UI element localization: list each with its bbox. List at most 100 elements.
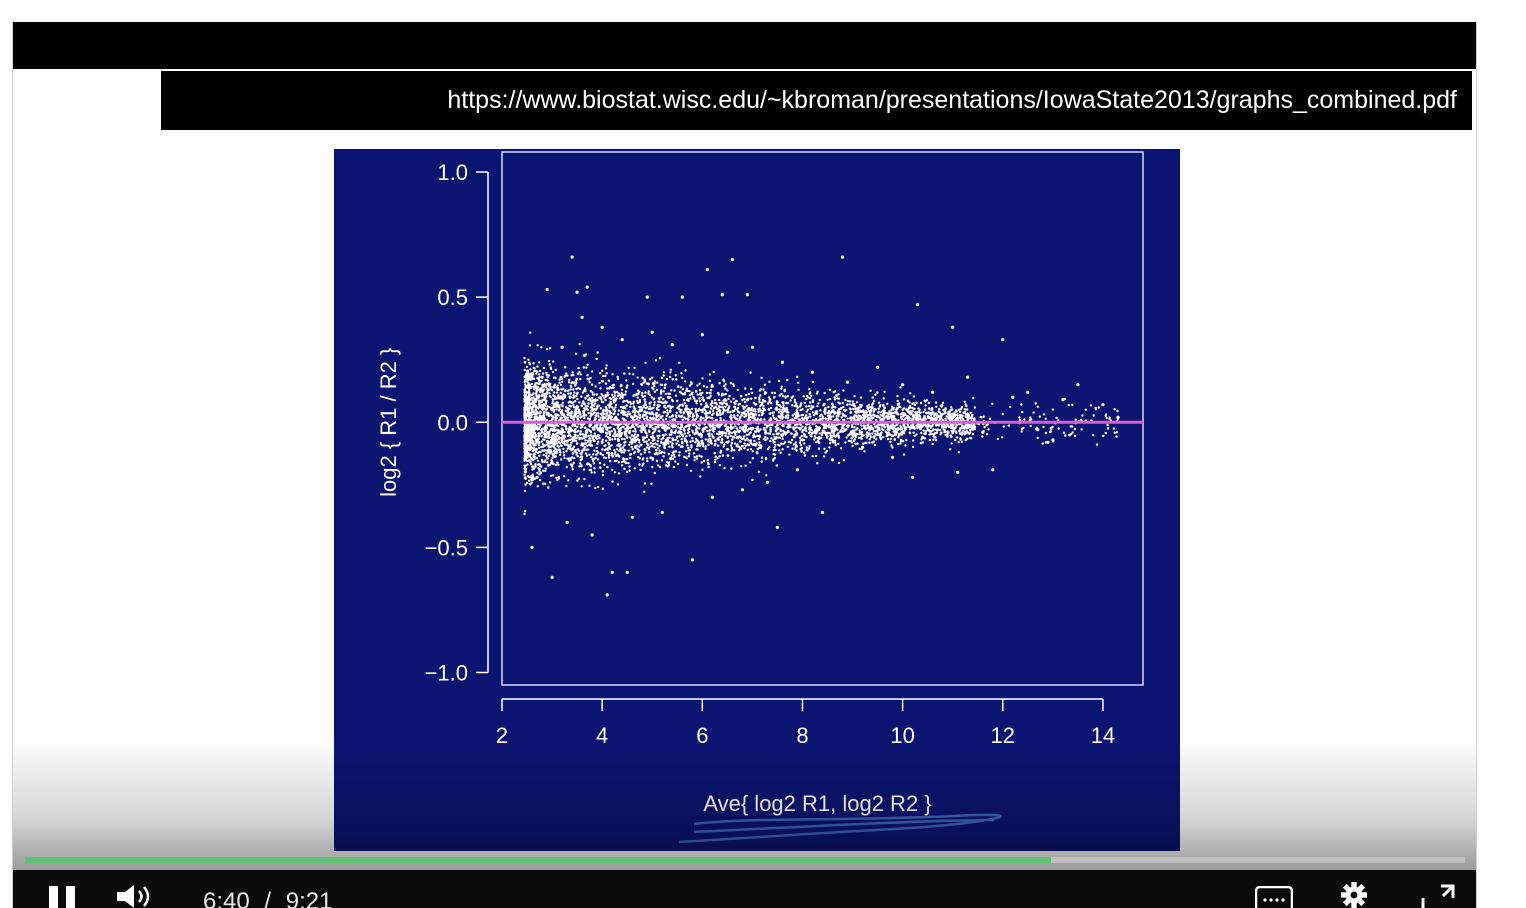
data-point <box>809 401 812 404</box>
data-point <box>557 463 560 467</box>
data-point <box>633 450 636 454</box>
data-point <box>621 406 625 410</box>
data-point <box>822 410 826 413</box>
data-point <box>550 389 554 392</box>
data-point <box>769 430 772 433</box>
data-point <box>709 392 712 395</box>
data-point <box>671 378 674 381</box>
data-point <box>765 474 768 477</box>
data-point <box>829 439 832 442</box>
data-point <box>536 471 539 475</box>
data-point <box>638 449 641 452</box>
data-point <box>702 430 705 433</box>
data-point <box>564 389 567 392</box>
data-point <box>768 380 771 383</box>
data-point <box>535 372 538 375</box>
data-point <box>569 385 573 389</box>
data-point <box>669 440 672 443</box>
data-point <box>748 413 752 416</box>
data-point <box>680 431 683 434</box>
data-point <box>931 411 935 414</box>
data-point <box>601 487 604 490</box>
data-point <box>879 404 882 407</box>
data-point <box>691 429 694 432</box>
data-point <box>525 391 528 395</box>
data-point <box>638 390 641 393</box>
data-point <box>566 418 569 422</box>
data-point <box>548 392 551 395</box>
data-point <box>826 435 829 438</box>
data-point <box>668 404 671 408</box>
data-point <box>523 380 526 383</box>
data-point <box>569 427 573 430</box>
data-point <box>619 447 623 450</box>
data-point <box>850 424 854 427</box>
data-point <box>851 444 854 448</box>
data-point <box>658 444 661 448</box>
data-point <box>803 451 806 454</box>
data-point <box>709 407 713 410</box>
data-point <box>794 430 798 433</box>
data-point <box>909 427 912 431</box>
data-point <box>733 442 737 445</box>
data-point <box>758 400 761 404</box>
data-point <box>723 443 726 446</box>
data-point <box>572 394 575 397</box>
data-point <box>545 455 548 458</box>
data-point <box>665 414 668 417</box>
data-point <box>682 427 686 430</box>
data-point <box>524 406 527 409</box>
data-point <box>756 447 759 451</box>
data-point <box>641 391 644 395</box>
data-point <box>874 393 877 396</box>
data-point <box>544 424 548 427</box>
data-point <box>571 424 574 428</box>
data-point <box>668 426 671 430</box>
data-point <box>554 402 557 406</box>
data-point <box>588 418 591 421</box>
data-point <box>628 443 631 446</box>
video-player[interactable]: https://www.biostat.wisc.edu/~kbroman/pr… <box>12 22 1477 908</box>
data-point <box>527 410 530 413</box>
data-point <box>639 443 642 447</box>
data-point <box>616 444 619 447</box>
data-point <box>575 381 578 385</box>
data-point <box>599 412 603 416</box>
data-point <box>678 454 681 457</box>
data-point <box>695 402 698 405</box>
data-point <box>584 439 587 442</box>
data-point <box>901 440 905 443</box>
data-point <box>856 442 859 445</box>
data-point <box>744 414 748 418</box>
data-point <box>635 409 638 413</box>
data-point <box>727 429 731 433</box>
data-point <box>621 417 624 420</box>
data-point <box>740 465 743 468</box>
data-point <box>675 378 678 381</box>
data-point <box>719 451 722 454</box>
data-point <box>552 360 555 363</box>
data-point <box>686 444 689 447</box>
data-point <box>548 433 551 436</box>
data-point <box>647 447 651 451</box>
data-point <box>772 457 775 461</box>
data-point <box>647 438 651 442</box>
data-point <box>761 407 765 410</box>
data-point <box>531 375 534 378</box>
data-point <box>685 410 688 413</box>
data-point <box>739 415 742 419</box>
data-point <box>964 424 967 427</box>
plot-frame <box>501 151 1144 686</box>
data-point <box>540 399 543 402</box>
data-point <box>525 481 529 485</box>
data-point <box>538 478 542 482</box>
data-point <box>795 415 798 418</box>
data-point <box>622 425 625 429</box>
data-point <box>734 408 737 411</box>
data-point <box>836 428 839 432</box>
data-point <box>539 424 542 427</box>
data-point <box>583 354 586 357</box>
data-point <box>843 429 846 432</box>
data-point <box>617 461 620 464</box>
data-point <box>765 426 768 429</box>
